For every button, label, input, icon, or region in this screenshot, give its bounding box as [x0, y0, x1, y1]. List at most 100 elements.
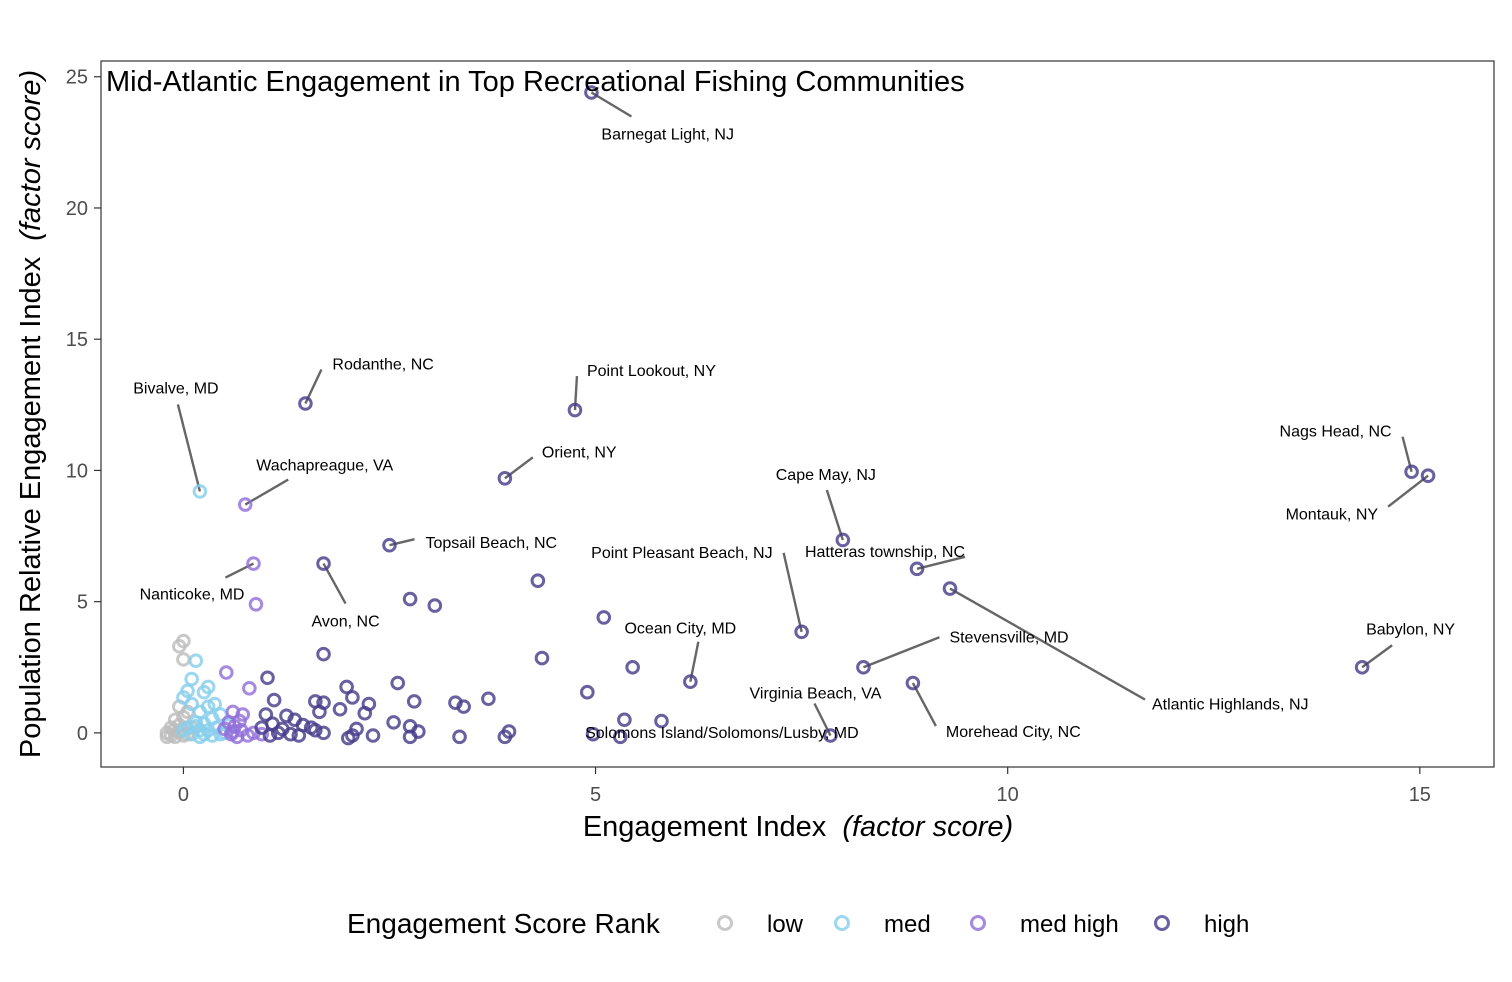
data-point-high	[357, 705, 373, 721]
annotation-leader-line	[322, 563, 347, 605]
data-point-high	[794, 624, 809, 640]
y-tick-label: 5	[77, 592, 88, 614]
data-point-high	[905, 675, 921, 691]
annotation-leader-line	[1387, 474, 1429, 508]
data-point-high	[258, 707, 274, 722]
data-point-high	[291, 728, 307, 743]
annotation-label: Cape May, NJ	[776, 467, 876, 484]
data-point-high	[584, 85, 599, 100]
data-point-high	[617, 712, 632, 728]
data-point-med	[176, 722, 191, 738]
x-axis-title: Engagement Index (factor score)	[583, 811, 1013, 843]
y-tick-label: 15	[66, 329, 88, 351]
data-point-high	[612, 729, 628, 745]
data-point-low	[166, 722, 181, 738]
annotation-label: Topsail Beach, NC	[425, 535, 557, 552]
plot-panel	[100, 60, 1495, 768]
data-point-med-high	[242, 680, 257, 696]
data-point-high	[345, 690, 360, 705]
annotation-label: Barnegat Light, NJ	[601, 126, 734, 143]
data-point-high	[942, 581, 958, 596]
data-point-med-high	[237, 497, 253, 512]
annotation-label: Hatteras township, NC	[805, 544, 965, 561]
data-point-med-high	[225, 724, 241, 739]
data-point-med	[192, 484, 208, 499]
legend-key-med-high	[970, 915, 986, 931]
data-point-high	[402, 591, 418, 607]
data-point-high	[316, 556, 331, 571]
data-point-high	[312, 704, 327, 720]
annotation-label: Virginia Beach, VA	[750, 686, 882, 703]
data-point-high	[298, 396, 313, 411]
data-point-high	[266, 692, 282, 708]
legend-label: high	[1204, 911, 1249, 938]
data-point-high	[530, 573, 546, 588]
annotation-label: Montauk, NY	[1286, 507, 1379, 524]
x-axis: 0 5 10 15	[178, 767, 1431, 806]
data-point-med-high	[218, 665, 234, 680]
annotation-label: Avon, NC	[311, 614, 379, 631]
legend-key-med	[834, 915, 850, 931]
point-annotations: Barnegat Light, NJ Rodanthe, NC Point Look…	[133, 126, 1455, 742]
legend-key-high	[1154, 915, 1170, 931]
data-point-high	[316, 646, 331, 662]
data-point-med	[196, 726, 212, 742]
data-point-low	[172, 638, 187, 654]
legend-label: med high	[1020, 911, 1119, 938]
annotation-label: Stevensville, MD	[949, 629, 1068, 646]
y-tick-label: 25	[66, 67, 88, 89]
data-point-high	[823, 728, 838, 743]
data-point-high	[625, 659, 640, 675]
data-point-high	[456, 699, 471, 714]
data-point-high	[386, 715, 401, 730]
annotation-leader-line	[825, 489, 844, 541]
data-point-med	[200, 699, 216, 714]
data-point-high	[580, 684, 595, 700]
x-axis-title-italic: (factor score)	[842, 811, 1013, 843]
annotation-leader-line	[863, 636, 940, 669]
data-point-high	[856, 659, 871, 675]
data-point-med	[188, 653, 204, 669]
data-point-med-high	[246, 556, 261, 571]
y-axis-title: Population Relative Engagement Index (fa…	[15, 70, 47, 758]
x-axis-title-main: Engagement Index	[583, 811, 827, 843]
data-point-high	[402, 729, 418, 745]
data-point-high	[596, 610, 612, 625]
x-tick-label: 0	[178, 784, 189, 806]
data-point-high	[452, 729, 467, 745]
annotation-leader-lines	[176, 91, 1429, 737]
data-point-high	[683, 674, 698, 690]
annotation-label: Point Pleasant Beach, NJ	[591, 545, 772, 562]
data-point-high	[406, 694, 422, 709]
data-point-high	[382, 537, 397, 553]
annotation-label: Wachapreague, VA	[256, 458, 393, 475]
data-point-high	[270, 725, 286, 741]
data-point-high	[1354, 659, 1370, 675]
annotation-leader-line	[244, 478, 289, 506]
data-point-high	[260, 670, 275, 686]
annotation-label: Nags Head, NC	[1280, 424, 1392, 441]
data-point-med-high	[217, 721, 232, 737]
data-point-high	[262, 728, 278, 743]
data-point-high	[332, 701, 348, 717]
annotation-label: Ocean City, MD	[624, 621, 736, 638]
annotation-leader-line	[949, 587, 1146, 701]
data-point-med	[207, 696, 223, 712]
data-point-high	[1420, 468, 1436, 483]
data-point-high	[497, 729, 513, 745]
legend-label: med	[884, 911, 931, 938]
annotation-label: Atlantic Highlands, NJ	[1152, 697, 1309, 714]
data-point-high	[585, 726, 601, 742]
data-point-high	[835, 532, 851, 548]
data-point-med	[188, 719, 204, 734]
data-point-high	[279, 708, 294, 724]
data-point-high	[654, 713, 669, 729]
data-point-high	[534, 650, 550, 666]
annotation-label: Orient, NY	[542, 444, 617, 461]
y-tick-label: 10	[66, 460, 88, 482]
annotation-label: Rodanthe, NC	[332, 357, 433, 374]
data-points	[159, 85, 1436, 746]
annotation-leader-line	[590, 91, 633, 118]
data-point-high	[497, 471, 513, 486]
